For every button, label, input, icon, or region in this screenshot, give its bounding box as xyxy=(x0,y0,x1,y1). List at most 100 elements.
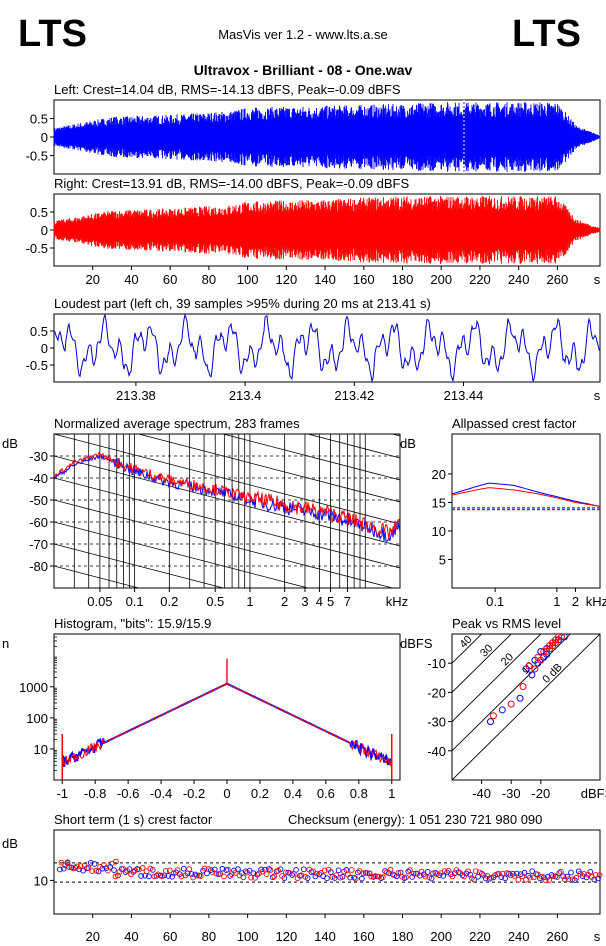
crest-point xyxy=(355,869,361,876)
spectrum-ylabel: dB xyxy=(2,436,18,451)
crest-point xyxy=(201,865,208,872)
crest-point xyxy=(472,868,479,875)
crest-point xyxy=(56,866,63,873)
crest-point xyxy=(352,875,359,882)
crest-point xyxy=(180,865,187,872)
slope-line xyxy=(54,434,400,525)
x-tick-label: 160 xyxy=(353,272,375,287)
crest-point xyxy=(153,873,160,879)
crest-diagonal-label: 10 xyxy=(520,660,537,677)
x-tick-label: 80 xyxy=(202,272,216,287)
crest-point xyxy=(66,864,72,871)
crest-point xyxy=(87,859,94,866)
crest-point xyxy=(146,873,152,880)
crest-point xyxy=(511,873,518,879)
crest-point xyxy=(266,866,272,872)
wave_left-title: Left: Crest=14.04 dB, RMS=-14.13 dBFS, P… xyxy=(54,82,401,97)
crest-point xyxy=(113,858,119,865)
y-tick-label: 1000 xyxy=(19,680,48,695)
spectrum-title: Normalized average spectrum, 283 frames xyxy=(54,416,300,431)
peakrms-point xyxy=(525,662,533,670)
crest-point xyxy=(449,873,456,880)
x-tick-label: 0.6 xyxy=(317,786,335,801)
spectrum-series-1 xyxy=(54,451,400,540)
crest-point xyxy=(453,867,460,873)
x-tick-label: 0.2 xyxy=(160,594,178,609)
peakrms-point xyxy=(537,656,545,664)
spectrum-grid xyxy=(54,434,400,588)
crest-point xyxy=(314,870,320,877)
peakrms-point xyxy=(558,634,566,641)
x-tick-label: 120 xyxy=(275,272,297,287)
crest-point xyxy=(132,867,138,874)
crest-point xyxy=(73,863,80,870)
crest-point xyxy=(232,870,239,876)
crest-point xyxy=(550,873,556,880)
crest-point xyxy=(407,867,413,873)
x-tick-label: 213.42 xyxy=(334,388,374,403)
slope-line xyxy=(54,477,400,569)
crest-point xyxy=(294,875,301,882)
x-tick-label: 40 xyxy=(124,272,138,287)
y-tick-label: -70 xyxy=(29,537,48,552)
crest-point xyxy=(290,870,297,877)
x-tick-label: 1 xyxy=(553,594,560,609)
allpass-series-1 xyxy=(451,487,601,507)
crest-diagonal xyxy=(452,634,483,664)
crest-point xyxy=(556,870,563,876)
x-tick-label: 0.05 xyxy=(87,594,112,609)
x-tick-label: 200 xyxy=(430,929,452,944)
crest-point xyxy=(468,875,475,881)
crest-diagonal-label: 40 xyxy=(457,634,474,651)
x-tick-label: 40 xyxy=(124,929,138,944)
crest-point xyxy=(488,874,495,881)
allpass-series-0 xyxy=(451,482,601,507)
crest-point xyxy=(271,873,278,880)
x-tick-label: 180 xyxy=(392,272,414,287)
x-tick-label: 0.8 xyxy=(350,786,368,801)
crest-point xyxy=(128,871,134,878)
x-tick-label: 240 xyxy=(508,272,530,287)
peakrms-point xyxy=(519,683,527,691)
crest-point xyxy=(93,867,100,874)
crest-point xyxy=(372,873,378,879)
x-unit-label: s xyxy=(594,929,601,944)
x-tick-label: 80 xyxy=(202,929,216,944)
crest-point xyxy=(194,872,200,879)
crest-point xyxy=(143,868,150,875)
x-tick-label: 220 xyxy=(469,272,491,287)
crest-frame xyxy=(53,829,601,915)
x-tick-label: 213.44 xyxy=(444,388,484,403)
x-tick-label: -0.8 xyxy=(84,786,106,801)
y-tick-label: 15 xyxy=(432,495,446,510)
crest-point xyxy=(480,872,487,879)
crest-point xyxy=(259,868,266,875)
histogram-frame xyxy=(53,633,401,781)
y-tick-label: -60 xyxy=(29,515,48,530)
crest-point xyxy=(217,870,223,877)
crest-point xyxy=(174,867,181,873)
crest-diagonal xyxy=(452,634,600,780)
histogram-ylabel: n xyxy=(2,636,9,651)
x-tick-label: 60 xyxy=(163,272,177,287)
x-tick-label: -1 xyxy=(56,786,68,801)
x-tick-label: 20 xyxy=(85,929,99,944)
crest-point xyxy=(351,874,357,881)
crest-point xyxy=(147,865,154,872)
crest-point xyxy=(548,872,555,878)
crest-point xyxy=(279,873,285,879)
peakrms-point xyxy=(528,671,536,679)
crest-point xyxy=(85,865,92,871)
x-tick-label: 140 xyxy=(314,272,336,287)
crest-point xyxy=(240,874,247,881)
y-tick-label: 100 xyxy=(26,711,48,726)
x-tick-label: 0.5 xyxy=(206,594,224,609)
crest-point xyxy=(457,870,464,876)
crest-point xyxy=(219,865,226,872)
x-tick-label: 2 xyxy=(281,594,288,609)
crest-point xyxy=(530,874,537,881)
crest-point xyxy=(546,877,553,883)
crest-point xyxy=(405,868,412,875)
